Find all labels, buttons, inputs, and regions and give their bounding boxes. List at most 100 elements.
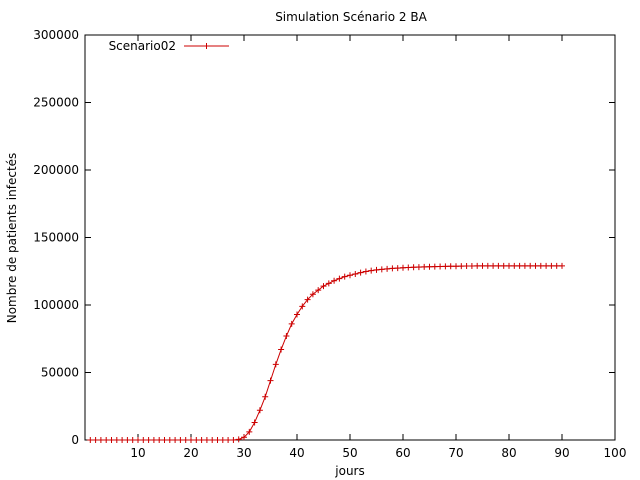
data-point bbox=[241, 434, 247, 441]
data-point bbox=[278, 346, 285, 353]
data-point bbox=[532, 262, 539, 269]
data-point bbox=[336, 275, 343, 282]
data-point bbox=[177, 437, 184, 443]
data-point bbox=[209, 437, 216, 443]
x-tick-label: 30 bbox=[236, 446, 251, 460]
data-point bbox=[516, 262, 523, 269]
data-point bbox=[474, 262, 481, 269]
data-point bbox=[442, 263, 449, 270]
data-point bbox=[182, 437, 189, 443]
data-point bbox=[537, 262, 544, 269]
data-point bbox=[267, 377, 274, 384]
data-point bbox=[378, 266, 385, 273]
plot-frame bbox=[84, 34, 616, 441]
data-point bbox=[272, 361, 279, 368]
data-point bbox=[458, 263, 465, 270]
data-point bbox=[506, 262, 512, 269]
y-tick-label: 250000 bbox=[33, 96, 79, 110]
data-point bbox=[97, 437, 104, 443]
legend-marker bbox=[203, 43, 210, 49]
x-tick-label: 10 bbox=[130, 446, 145, 460]
legend-label: Scenario02 bbox=[109, 39, 176, 53]
y-tick-label: 150000 bbox=[33, 231, 79, 245]
x-tick-label: 70 bbox=[448, 446, 463, 460]
data-point bbox=[230, 437, 237, 443]
data-point bbox=[357, 269, 364, 276]
y-tick-label: 50000 bbox=[41, 366, 79, 380]
legend-marker-plus bbox=[203, 43, 210, 49]
data-point bbox=[410, 264, 417, 271]
y-tick-label: 200000 bbox=[33, 163, 79, 177]
data-point bbox=[331, 277, 338, 284]
data-point bbox=[108, 437, 115, 443]
data-point bbox=[384, 265, 391, 272]
data-point bbox=[559, 262, 565, 269]
data-point bbox=[426, 263, 433, 270]
data-point bbox=[172, 437, 179, 443]
data-point bbox=[352, 270, 359, 277]
data-point bbox=[484, 262, 491, 269]
data-point bbox=[490, 262, 497, 269]
data-point bbox=[262, 393, 269, 400]
data-point bbox=[193, 437, 200, 443]
data-point bbox=[527, 262, 534, 269]
data-point bbox=[251, 419, 258, 426]
data-point bbox=[150, 437, 157, 443]
data-point bbox=[394, 265, 401, 272]
data-point bbox=[315, 287, 322, 294]
x-tick-label: 40 bbox=[289, 446, 304, 460]
data-point bbox=[548, 262, 555, 269]
y-tick-label: 300000 bbox=[33, 28, 79, 42]
data-point bbox=[161, 437, 168, 443]
data-point bbox=[140, 437, 147, 443]
data-point bbox=[304, 296, 311, 303]
data-point bbox=[283, 333, 290, 340]
y-tick-label: 100000 bbox=[33, 298, 79, 312]
data-point bbox=[389, 265, 396, 272]
data-point bbox=[437, 263, 444, 270]
data-point bbox=[294, 311, 300, 318]
data-point bbox=[362, 268, 369, 275]
data-point bbox=[156, 437, 163, 443]
data-point bbox=[145, 437, 152, 443]
data-point bbox=[500, 262, 507, 269]
legend: Scenario02 bbox=[109, 39, 229, 53]
series-line bbox=[90, 265, 562, 441]
data-point bbox=[468, 262, 475, 269]
data-point bbox=[415, 264, 422, 271]
data-point bbox=[341, 273, 348, 280]
data-point bbox=[479, 262, 486, 269]
data-point bbox=[135, 437, 141, 443]
data-point bbox=[431, 263, 438, 270]
data-point bbox=[453, 263, 459, 270]
x-tick-label: 50 bbox=[342, 446, 357, 460]
data-point bbox=[368, 267, 375, 274]
data-point bbox=[325, 280, 332, 287]
x-tick-label: 90 bbox=[554, 446, 569, 460]
x-tick-label: 20 bbox=[183, 446, 198, 460]
data-point bbox=[214, 437, 221, 443]
data-point bbox=[235, 436, 242, 443]
x-tick-label: 60 bbox=[395, 446, 410, 460]
data-point bbox=[400, 264, 406, 271]
data-point bbox=[347, 272, 353, 279]
data-point bbox=[203, 437, 210, 443]
data-point bbox=[543, 262, 550, 269]
data-point bbox=[299, 303, 306, 310]
data-point bbox=[87, 437, 94, 443]
data-point bbox=[124, 437, 131, 443]
x-axis-label: jours bbox=[334, 464, 364, 478]
data-point bbox=[219, 437, 226, 443]
x-tick-label: 80 bbox=[501, 446, 516, 460]
series-layer bbox=[87, 262, 565, 443]
data-point bbox=[92, 437, 99, 443]
chart-title: Simulation Scénario 2 BA bbox=[275, 10, 427, 24]
data-point bbox=[320, 283, 327, 290]
y-axis: 0 50000 100000 150000 200000 250000 300000 bbox=[33, 28, 615, 447]
data-point bbox=[119, 437, 126, 443]
data-point bbox=[103, 437, 110, 443]
data-point bbox=[246, 428, 253, 435]
data-point bbox=[373, 266, 380, 273]
data-point bbox=[113, 437, 120, 443]
data-point bbox=[463, 263, 470, 270]
